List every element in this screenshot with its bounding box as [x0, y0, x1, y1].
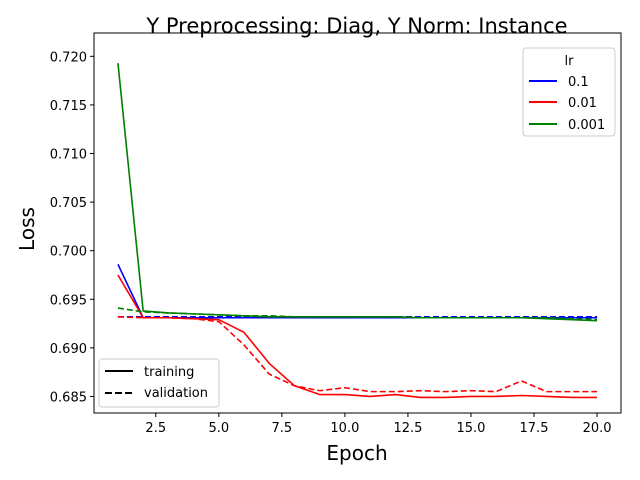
legend-lr-label-1: 0.01: [568, 96, 597, 111]
series-line-lr-0_01-validation: [117, 315, 598, 393]
chart-title: Y Preprocessing: Diag, Y Norm: Instance: [145, 14, 567, 38]
legend-lr-box: [522, 47, 616, 137]
x-tick-label: 5.0: [208, 421, 229, 436]
legend-lr-label-2: 0.001: [568, 118, 605, 133]
y-axis-title: Loss: [15, 207, 39, 251]
x-axis-title: Epoch: [326, 441, 387, 465]
series-line-lr-0_01-training: [117, 274, 598, 399]
y-tick-label: 0.710: [50, 148, 87, 163]
legend-split: training validation: [98, 358, 220, 408]
y-tick-label: 0.705: [50, 196, 87, 211]
y-tick-label: 0.715: [50, 99, 87, 114]
x-tick-label: 15.0: [456, 421, 485, 436]
series-line-lr-0_001-validation: [117, 307, 598, 321]
legend-lr-title: lr: [565, 54, 575, 69]
x-tick-label: 7.5: [272, 421, 293, 436]
x-tick-label: 2.5: [145, 421, 166, 436]
y-axis: 0.685 0.690 0.695 0.700 0.705 0.710 0.715 0.720: [50, 50, 94, 405]
legend-split-label-validation: validation: [144, 386, 208, 401]
y-tick-label: 0.720: [50, 50, 87, 65]
y-tick-label: 0.685: [50, 390, 87, 405]
y-tick-label: 0.690: [50, 342, 87, 357]
x-tick-label: 12.5: [393, 421, 422, 436]
y-tick-label: 0.695: [50, 293, 87, 308]
plot-frame: [93, 32, 622, 414]
x-tick-label: 10.0: [330, 421, 359, 436]
y-tick-label: 0.700: [50, 245, 87, 260]
legend-lr-label-0: 0.1: [568, 75, 589, 90]
x-axis: 2.5 5.0 7.5 10.0 12.5 15.0 17.5 20.0: [145, 413, 612, 436]
legend-lr: lr 0.1 0.01 0.001: [522, 47, 616, 137]
x-tick-label: 17.5: [520, 421, 549, 436]
x-tick-label: 20.0: [583, 421, 612, 436]
plot-lines: [117, 63, 598, 399]
legend-split-label-training: training: [144, 365, 194, 380]
